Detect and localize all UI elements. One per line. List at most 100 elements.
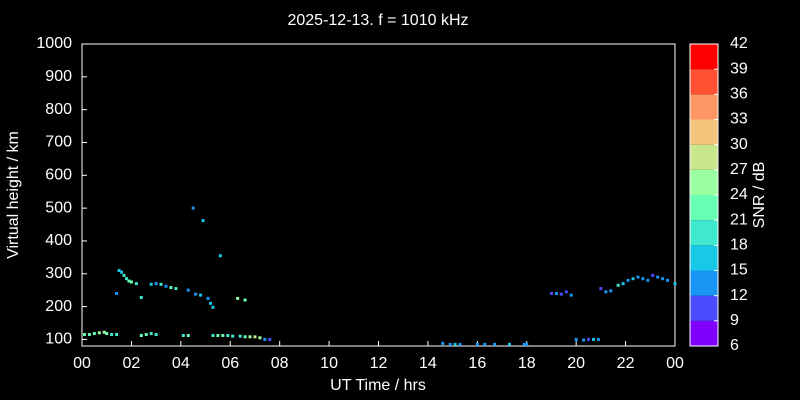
point xyxy=(243,335,247,339)
point xyxy=(604,290,608,294)
point xyxy=(587,337,591,341)
x-tick-label: 20 xyxy=(567,355,585,372)
point xyxy=(211,305,215,309)
x-tick-label: 00 xyxy=(666,355,684,372)
y-tick-label: 200 xyxy=(45,298,72,315)
point xyxy=(149,282,153,286)
point xyxy=(186,333,190,337)
x-axis-label: UT Time / hrs xyxy=(330,377,426,394)
point xyxy=(221,333,225,337)
point xyxy=(186,288,190,292)
point xyxy=(656,275,660,279)
colorbar-tick-label: 21 xyxy=(730,211,748,228)
y-tick-label: 400 xyxy=(45,232,72,249)
point xyxy=(574,337,578,341)
x-tick-label: 04 xyxy=(172,355,190,372)
x-tick-label: 10 xyxy=(320,355,338,372)
point xyxy=(621,282,625,286)
colorbar-tick-label: 6 xyxy=(730,337,739,354)
colorbar-swatch xyxy=(690,119,718,145)
point xyxy=(666,278,670,282)
point xyxy=(211,333,215,337)
point xyxy=(97,331,101,335)
colorbar-swatch xyxy=(690,195,718,221)
point xyxy=(149,332,153,336)
point xyxy=(525,342,529,346)
point xyxy=(82,333,86,337)
colorbar-tick-label: 18 xyxy=(730,237,748,254)
point xyxy=(191,206,195,210)
point xyxy=(453,342,457,346)
colorbar-tick-label: 12 xyxy=(730,287,748,304)
y-tick-label: 100 xyxy=(45,331,72,348)
colorbar-tick-label: 27 xyxy=(730,161,748,178)
point xyxy=(169,286,173,290)
point xyxy=(448,342,452,346)
point xyxy=(559,292,563,296)
point xyxy=(199,293,203,297)
colorbar-swatch xyxy=(690,144,718,170)
point xyxy=(631,277,635,281)
point xyxy=(636,275,640,279)
point xyxy=(268,337,272,341)
point xyxy=(87,333,91,337)
point xyxy=(483,342,487,346)
point xyxy=(441,341,445,345)
point xyxy=(673,282,677,286)
x-tick-label: 00 xyxy=(73,355,91,372)
point xyxy=(253,335,257,339)
y-tick-label: 1000 xyxy=(36,35,72,52)
colorbar-swatch xyxy=(690,94,718,120)
point xyxy=(139,333,143,337)
point xyxy=(134,282,138,286)
colorbar-tick-label: 39 xyxy=(730,60,748,77)
point xyxy=(599,287,603,291)
colorbar-swatch xyxy=(690,320,718,346)
point xyxy=(154,282,158,286)
point xyxy=(646,278,650,282)
point xyxy=(181,333,185,337)
colorbar-tick-label: 33 xyxy=(730,111,748,128)
y-tick-label: 500 xyxy=(45,199,72,216)
colorbar-swatch xyxy=(690,270,718,296)
colorbar-tick-label: 42 xyxy=(730,35,748,52)
y-axis-label: Virtual height / km xyxy=(5,131,22,259)
point xyxy=(139,295,143,299)
point xyxy=(609,289,613,293)
point xyxy=(102,330,106,334)
point xyxy=(164,284,168,288)
point xyxy=(201,219,205,223)
point xyxy=(231,334,235,338)
point xyxy=(475,342,479,346)
point xyxy=(626,278,630,282)
point xyxy=(236,296,240,300)
point xyxy=(124,277,128,281)
point xyxy=(208,301,212,305)
point xyxy=(248,335,252,339)
x-tick-label: 22 xyxy=(617,355,635,372)
colorbar-swatch xyxy=(690,245,718,271)
point xyxy=(105,332,109,336)
colorbar-tick-label: 9 xyxy=(730,312,739,329)
point xyxy=(117,269,121,272)
point xyxy=(110,333,114,337)
point xyxy=(596,337,600,341)
point xyxy=(129,280,133,284)
colorbar-label: SNR / dB xyxy=(751,162,768,229)
point xyxy=(238,334,242,338)
colorbar-swatch xyxy=(690,44,718,70)
point xyxy=(641,277,645,281)
point xyxy=(226,333,230,337)
colorbar-tick-label: 36 xyxy=(730,86,748,103)
y-tick-label: 900 xyxy=(45,68,72,85)
point xyxy=(564,290,568,294)
point xyxy=(115,291,119,295)
y-tick-label: 600 xyxy=(45,167,72,184)
point xyxy=(92,332,96,336)
colorbar-swatch xyxy=(690,295,718,321)
point xyxy=(651,273,655,277)
x-tick-label: 16 xyxy=(468,355,486,372)
x-tick-label: 08 xyxy=(271,355,289,372)
